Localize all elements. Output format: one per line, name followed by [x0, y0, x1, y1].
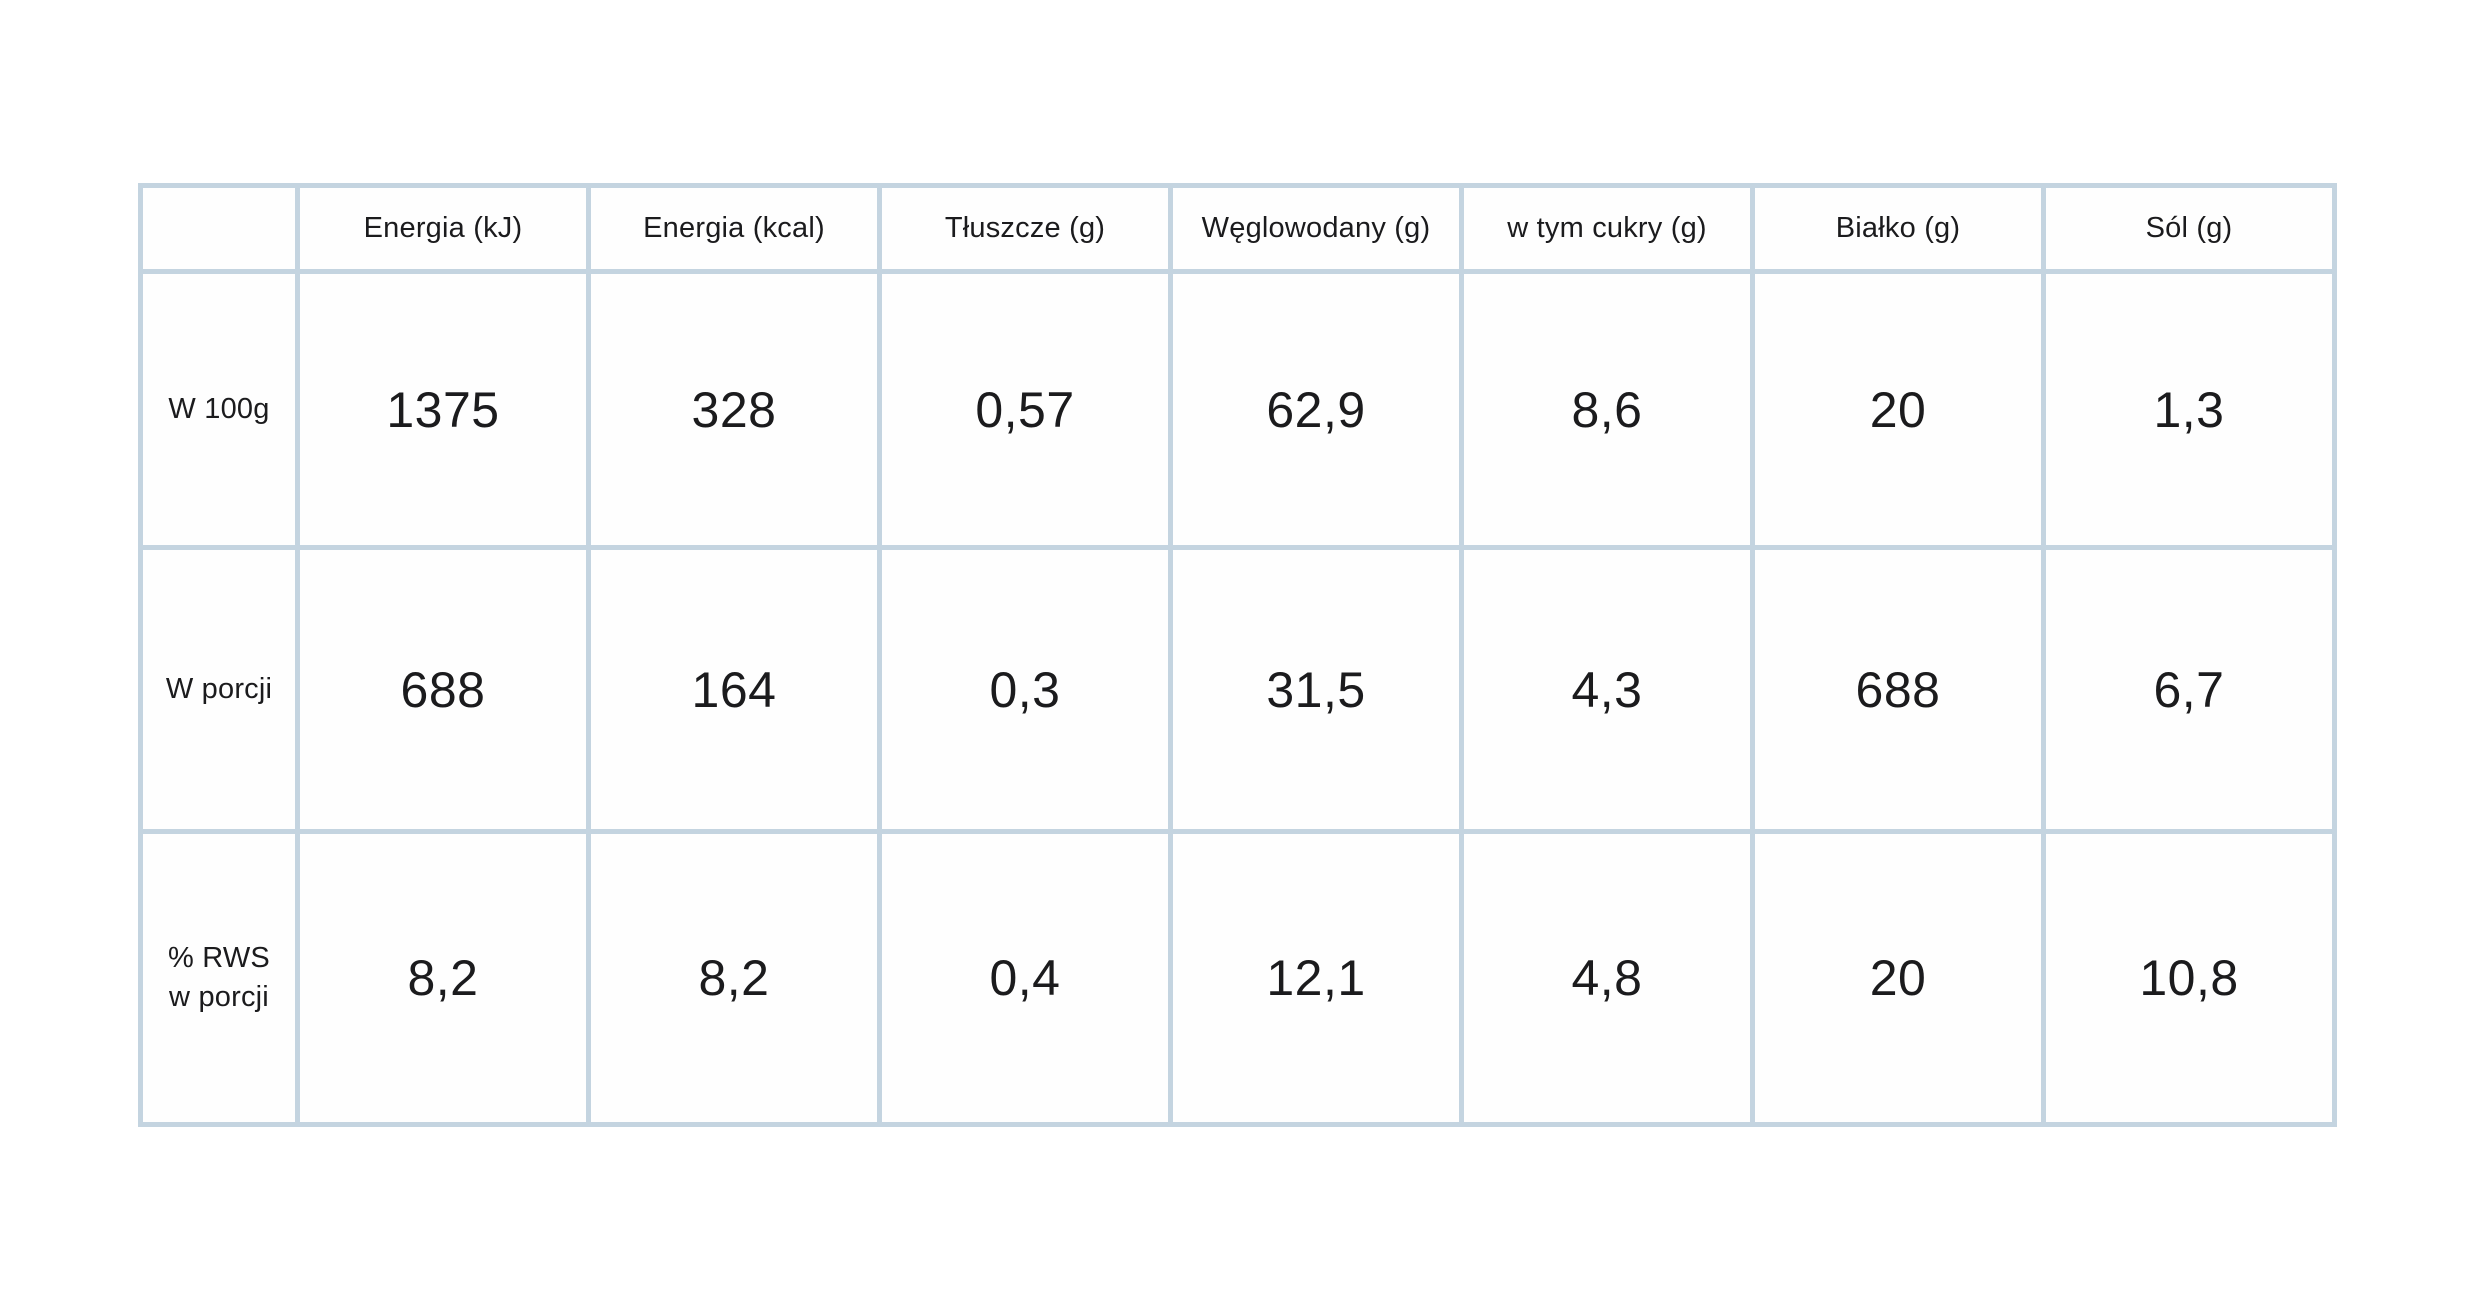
table-cell: 20 — [1750, 269, 2046, 550]
table-cell: 4,3 — [1459, 545, 1755, 834]
column-header-tluszcze: Tłuszcze (g) — [877, 183, 1173, 274]
table-row-rws: % RWS w porcji 8,2 8,2 0,4 12,1 4,8 20 1… — [138, 829, 2337, 1127]
table-cell: 62,9 — [1168, 269, 1464, 550]
row-label-wporcji: W porcji — [138, 545, 300, 834]
nutrition-table: Energia (kJ) Energia (kcal) Tłuszcze (g)… — [138, 183, 2337, 1127]
table-row-w100g: W 100g 1375 328 0,57 62,9 8,6 20 1,3 — [138, 269, 2337, 550]
table-cell: 0,4 — [877, 829, 1173, 1127]
table-row-wporcji: W porcji 688 164 0,3 31,5 4,3 688 6,7 — [138, 545, 2337, 834]
table-cell: 328 — [586, 269, 882, 550]
table-cell: 10,8 — [2041, 829, 2337, 1127]
table-cell: 0,3 — [877, 545, 1173, 834]
table-cell: 31,5 — [1168, 545, 1464, 834]
header-row: Energia (kJ) Energia (kcal) Tłuszcze (g)… — [138, 183, 2337, 274]
table-cell: 0,57 — [877, 269, 1173, 550]
table-cell: 20 — [1750, 829, 2046, 1127]
nutrition-table-container: Energia (kJ) Energia (kcal) Tłuszcze (g)… — [138, 183, 2337, 1127]
table-cell: 12,1 — [1168, 829, 1464, 1127]
column-header-energia-kj: Energia (kJ) — [295, 183, 591, 274]
table-cell: 1,3 — [2041, 269, 2337, 550]
table-cell: 688 — [1750, 545, 2046, 834]
table-cell: 688 — [295, 545, 591, 834]
column-header-sol: Sól (g) — [2041, 183, 2337, 274]
table-cell: 8,6 — [1459, 269, 1755, 550]
row-label-w100g: W 100g — [138, 269, 300, 550]
table-cell: 4,8 — [1459, 829, 1755, 1127]
column-header-cukry: w tym cukry (g) — [1459, 183, 1755, 274]
table-cell: 164 — [586, 545, 882, 834]
table-cell: 8,2 — [586, 829, 882, 1127]
column-header-weglowodany: Węglowodany (g) — [1168, 183, 1464, 274]
table-cell: 1375 — [295, 269, 591, 550]
table-cell: 6,7 — [2041, 545, 2337, 834]
table-cell: 8,2 — [295, 829, 591, 1127]
corner-cell — [138, 183, 300, 274]
column-header-bialko: Białko (g) — [1750, 183, 2046, 274]
row-label-rws: % RWS w porcji — [138, 829, 300, 1127]
column-header-energia-kcal: Energia (kcal) — [586, 183, 882, 274]
